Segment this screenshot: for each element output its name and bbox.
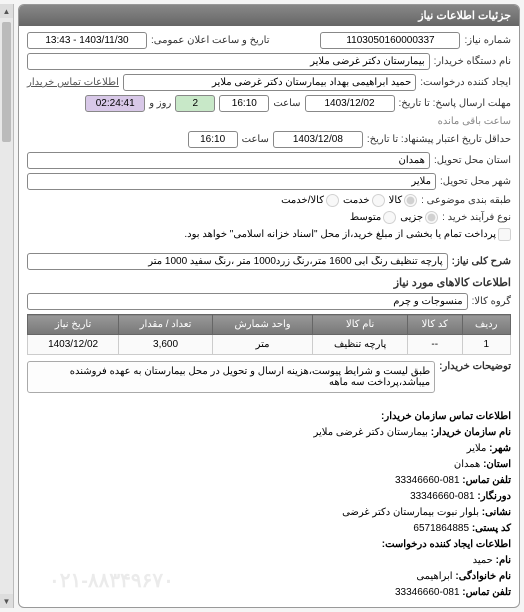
td-name: پارچه تنظیف (313, 335, 408, 355)
input-buyer-org[interactable] (27, 53, 430, 70)
val-c-postal: 6571864885 (413, 523, 469, 534)
input-validity-date[interactable] (273, 131, 363, 148)
label-hour1: ساعت (273, 98, 300, 109)
th-unit: واحد شمارش (212, 315, 312, 335)
row-buyer-notes: توضیحات خریدار: طبق لیست و شرایط پیوست،ه… (27, 361, 511, 393)
details-panel: جزئیات اطلاعات نیاز شماره نیاز: تاریخ و … (18, 4, 520, 608)
row-purchase-type: نوع فرآیند خرید : جزیی متوسط پرداخت تمام… (27, 211, 511, 241)
val-c-phone: 081-33346660 (395, 475, 460, 486)
label-day: روز و (149, 98, 171, 109)
row-city: شهر محل تحویل: (27, 173, 511, 190)
radio-minor[interactable]: جزیی (400, 211, 438, 224)
label-c-address: نشانی: (482, 507, 511, 518)
val-c-province: همدان (454, 459, 480, 470)
label-remaining: ساعت باقی مانده (438, 116, 511, 127)
row-request-no: شماره نیاز: تاریخ و ساعت اعلان عمومی: (27, 32, 511, 49)
label-c-postal: کد پستی: (472, 523, 511, 534)
input-city[interactable] (27, 173, 436, 190)
checkbox-treasury[interactable]: پرداخت تمام یا بخشی از مبلغ خرید،از محل … (184, 228, 511, 241)
panel-title: جزئیات اطلاعات نیاز (19, 5, 519, 26)
items-title: اطلاعات کالاهای مورد نیاز (27, 276, 511, 289)
scrollbar-thumb[interactable] (2, 22, 11, 142)
label-requester-info: اطلاعات ایجاد کننده درخواست: (27, 537, 511, 553)
label-fname: نام: (496, 555, 511, 566)
scroll-down-button[interactable]: ▼ (0, 594, 13, 608)
row-subject-type: طبقه بندی موضوعی : کالا خدمت کالا/خدمت (27, 194, 511, 207)
row-buyer-org: نام دستگاه خریدار: (27, 53, 511, 70)
label-subject-type: طبقه بندی موضوعی : (421, 195, 511, 206)
scroll-up-button[interactable]: ▲ (0, 4, 13, 18)
label-deadline: مهلت ارسال پاسخ: تا تاریخ: (399, 98, 511, 109)
label-province: استان محل تحویل: (434, 155, 511, 166)
td-row: 1 (462, 335, 511, 355)
label-purchase-type: نوع فرآیند خرید : (442, 212, 511, 223)
val-c-address: بلوار نبوت بیمارستان دکتر غرضی (342, 507, 479, 518)
td-date: 1403/12/02 (28, 335, 119, 355)
th-date: تاریخ نیاز (28, 315, 119, 335)
td-unit: متر (212, 335, 312, 355)
panel-body: شماره نیاز: تاریخ و ساعت اعلان عمومی: نا… (19, 26, 519, 403)
row-validity: حداقل تاریخ اعتبار پیشنهاد: تا تاریخ: سا… (27, 131, 511, 148)
label-buyer-notes: توضیحات خریدار: (439, 361, 511, 372)
label-requester: ایجاد کننده درخواست: (420, 77, 511, 88)
input-validity-time[interactable] (188, 131, 238, 148)
radio-service[interactable]: خدمت (343, 194, 385, 207)
contact-title: اطلاعات تماس سازمان خریدار: (27, 409, 511, 425)
row-deadline: مهلت ارسال پاسخ: تا تاریخ: ساعت روز و سا… (27, 95, 511, 127)
input-province[interactable] (27, 152, 430, 169)
td-qty: 3,600 (119, 335, 213, 355)
row-goods-group: گروه کالا: (27, 293, 511, 310)
input-time-left (85, 95, 145, 112)
label-general-desc: شرح کلی نیاز: (452, 256, 511, 267)
radio-goods[interactable]: کالا (389, 194, 418, 207)
row-requester: ایجاد کننده درخواست: اطلاعات تماس خریدار (27, 74, 511, 91)
th-qty: تعداد / مقدار (119, 315, 213, 335)
td-code: -- (408, 335, 463, 355)
th-name: نام کالا (313, 315, 408, 335)
val-fname: حمید (473, 555, 493, 566)
table-row: 1 -- پارچه تنظیف متر 3,600 1403/12/02 (28, 335, 511, 355)
val-org-name: بیمارستان دکتر غرضی ملایر (313, 427, 428, 438)
val-cphone: 081-33346660 (395, 587, 460, 598)
th-code: کد کالا (408, 315, 463, 335)
buyer-notes-text: طبق لیست و شرایط پیوست،هزینه ارسال و تحو… (27, 361, 435, 393)
label-c-phone: تلفن تماس: (462, 475, 511, 486)
contact-section: اطلاعات تماس سازمان خریدار: نام سازمان خ… (19, 403, 519, 607)
vertical-scrollbar[interactable]: ▲ ▼ (0, 4, 14, 608)
label-org-name: نام سازمان خریدار: (431, 427, 511, 438)
row-general-desc: شرح کلی نیاز: (27, 253, 511, 270)
label-goods-group: گروه کالا: (472, 296, 511, 307)
row-province: استان محل تحویل: (27, 152, 511, 169)
label-c-fax: دورنگار: (477, 491, 511, 502)
label-request-no: شماره نیاز: (464, 35, 511, 46)
radio-medium[interactable]: متوسط (350, 211, 396, 224)
input-general-desc[interactable] (27, 253, 448, 270)
label-city: شهر محل تحویل: (440, 176, 511, 187)
input-request-no[interactable] (320, 32, 460, 49)
label-cphone: تلفن تماس: (462, 587, 511, 598)
input-deadline-time[interactable] (219, 95, 269, 112)
radio-goods-service[interactable]: کالا/خدمت (281, 194, 339, 207)
items-table: ردیف کد کالا نام کالا واحد شمارش تعداد /… (27, 314, 511, 355)
label-c-city: شهر: (489, 443, 511, 454)
label-c-province: استان: (483, 459, 511, 470)
main-container: ▲ ▼ جزئیات اطلاعات نیاز شماره نیاز: تاری… (0, 4, 524, 608)
val-c-city: ملایر (467, 443, 487, 454)
input-deadline-date[interactable] (305, 95, 395, 112)
th-row: ردیف (462, 315, 511, 335)
input-goods-group[interactable] (27, 293, 468, 310)
label-buyer-org: نام دستگاه خریدار: (434, 56, 511, 67)
input-days-left (175, 95, 215, 112)
input-requester[interactable] (123, 74, 416, 91)
table-header-row: ردیف کد کالا نام کالا واحد شمارش تعداد /… (28, 315, 511, 335)
link-buyer-contact[interactable]: اطلاعات تماس خریدار (27, 77, 119, 88)
val-c-fax: 081-33346660 (410, 491, 475, 502)
input-announce-datetime[interactable] (27, 32, 147, 49)
label-validity: حداقل تاریخ اعتبار پیشنهاد: تا تاریخ: (367, 134, 511, 145)
label-lname: نام خانوادگی: (455, 571, 511, 582)
label-announce: تاریخ و ساعت اعلان عمومی: (151, 35, 270, 46)
val-lname: ابراهیمی (416, 571, 452, 582)
label-hour2: ساعت (242, 134, 269, 145)
